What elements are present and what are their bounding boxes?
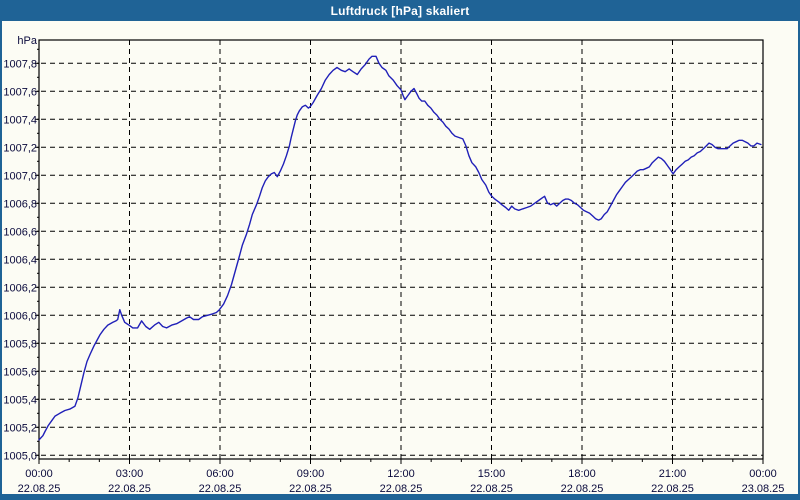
svg-text:1007,6: 1007,6	[3, 86, 37, 98]
x-tick-time: 00:00	[25, 468, 53, 480]
svg-text:1006,8: 1006,8	[3, 198, 37, 210]
v-gridlines	[129, 40, 673, 459]
x-tick-time: 15:00	[478, 468, 506, 480]
svg-text:1007,0: 1007,0	[3, 170, 37, 182]
x-tick-date: 23.08.25	[742, 483, 785, 494]
window-titlebar[interactable]: Luftdruck [hPa] skaliert	[0, 0, 800, 21]
x-tick-time: 06:00	[206, 468, 234, 480]
x-tick-date: 22.08.25	[470, 483, 513, 494]
x-tick-date: 22.08.25	[199, 483, 242, 494]
x-tick-time: 21:00	[659, 468, 687, 480]
pressure-chart-svg: 1005,0 1005,2 1005,4 1005,6 1005,8 1006,0 1006…	[3, 39, 785, 494]
svg-text:1006,0: 1006,0	[3, 310, 37, 322]
chart-content-area: hPa 1005,0 1005,2 1005,4 1005,6 1005,8 1006,0…	[2, 21, 798, 494]
axis-ticks	[35, 48, 764, 464]
svg-text:1005,0: 1005,0	[3, 450, 37, 462]
window-title: Luftdruck [hPa] skaliert	[330, 3, 470, 18]
pressure-line	[38, 55, 762, 441]
x-tick-date: 22.08.25	[108, 483, 151, 494]
x-tick-time: 00:00	[749, 468, 777, 480]
svg-text:1006,4: 1006,4	[3, 254, 37, 266]
x-tick-date: 22.08.25	[18, 483, 61, 494]
x-tick-time: 03:00	[116, 468, 144, 480]
x-tick-date: 22.08.25	[561, 483, 604, 494]
svg-text:1005,8: 1005,8	[3, 338, 37, 350]
svg-text:1005,4: 1005,4	[3, 394, 37, 406]
svg-text:1006,2: 1006,2	[3, 282, 37, 294]
svg-text:1006,6: 1006,6	[3, 226, 37, 238]
x-tick-time: 09:00	[297, 468, 325, 480]
x-tick-time: 18:00	[568, 468, 596, 480]
svg-text:1007,8: 1007,8	[3, 58, 37, 70]
svg-text:1005,2: 1005,2	[3, 422, 37, 434]
x-tick-labels: 00:00 22.08.25 03:00 22.08.25 06:00 22.08.25 0…	[18, 468, 785, 494]
svg-text:1007,4: 1007,4	[3, 114, 37, 126]
x-tick-date: 22.08.25	[380, 483, 423, 494]
svg-text:1005,6: 1005,6	[3, 366, 37, 378]
x-tick-time: 12:00	[387, 468, 415, 480]
svg-text:1007,2: 1007,2	[3, 142, 37, 154]
y-tick-labels: 1005,0 1005,2 1005,4 1005,6 1005,8 1006,0 1006…	[3, 58, 37, 462]
x-tick-date: 22.08.25	[651, 483, 694, 494]
h-gridlines	[41, 62, 763, 456]
plot-border	[38, 39, 764, 460]
x-tick-date: 22.08.25	[289, 483, 332, 494]
